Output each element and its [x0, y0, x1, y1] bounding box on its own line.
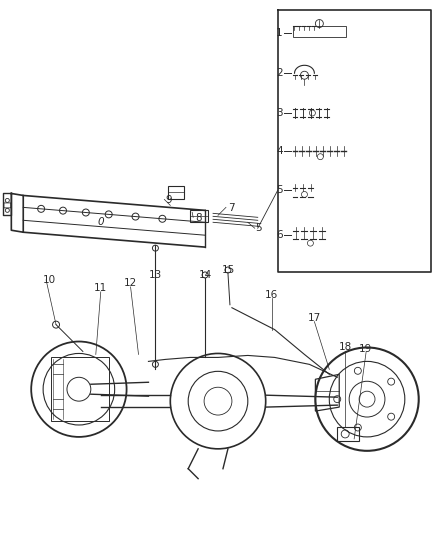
- Text: 18: 18: [339, 343, 352, 352]
- Text: 1: 1: [276, 28, 283, 38]
- Bar: [51, 358, 109, 421]
- Text: 10: 10: [43, 275, 56, 285]
- Text: 16: 16: [265, 290, 278, 300]
- Bar: [293, 26, 346, 37]
- Text: 7: 7: [228, 204, 235, 213]
- Text: 6: 6: [276, 230, 283, 240]
- Text: 11: 11: [94, 283, 107, 293]
- Bar: [168, 185, 184, 199]
- Text: 5: 5: [276, 185, 283, 196]
- Text: 2: 2: [276, 68, 283, 78]
- Text: 4: 4: [276, 146, 283, 156]
- Text: 8: 8: [195, 213, 202, 223]
- Text: 12: 12: [124, 278, 137, 288]
- Text: 0: 0: [97, 217, 104, 227]
- Text: 13: 13: [149, 270, 162, 280]
- Text: 9: 9: [165, 196, 172, 205]
- Text: 19: 19: [358, 344, 372, 354]
- Text: 5: 5: [255, 223, 261, 233]
- Text: 15: 15: [221, 265, 235, 275]
- Bar: [337, 427, 359, 441]
- Text: 17: 17: [308, 313, 321, 322]
- Bar: [190, 211, 208, 222]
- Text: 3: 3: [276, 108, 283, 118]
- Text: 14: 14: [198, 270, 212, 280]
